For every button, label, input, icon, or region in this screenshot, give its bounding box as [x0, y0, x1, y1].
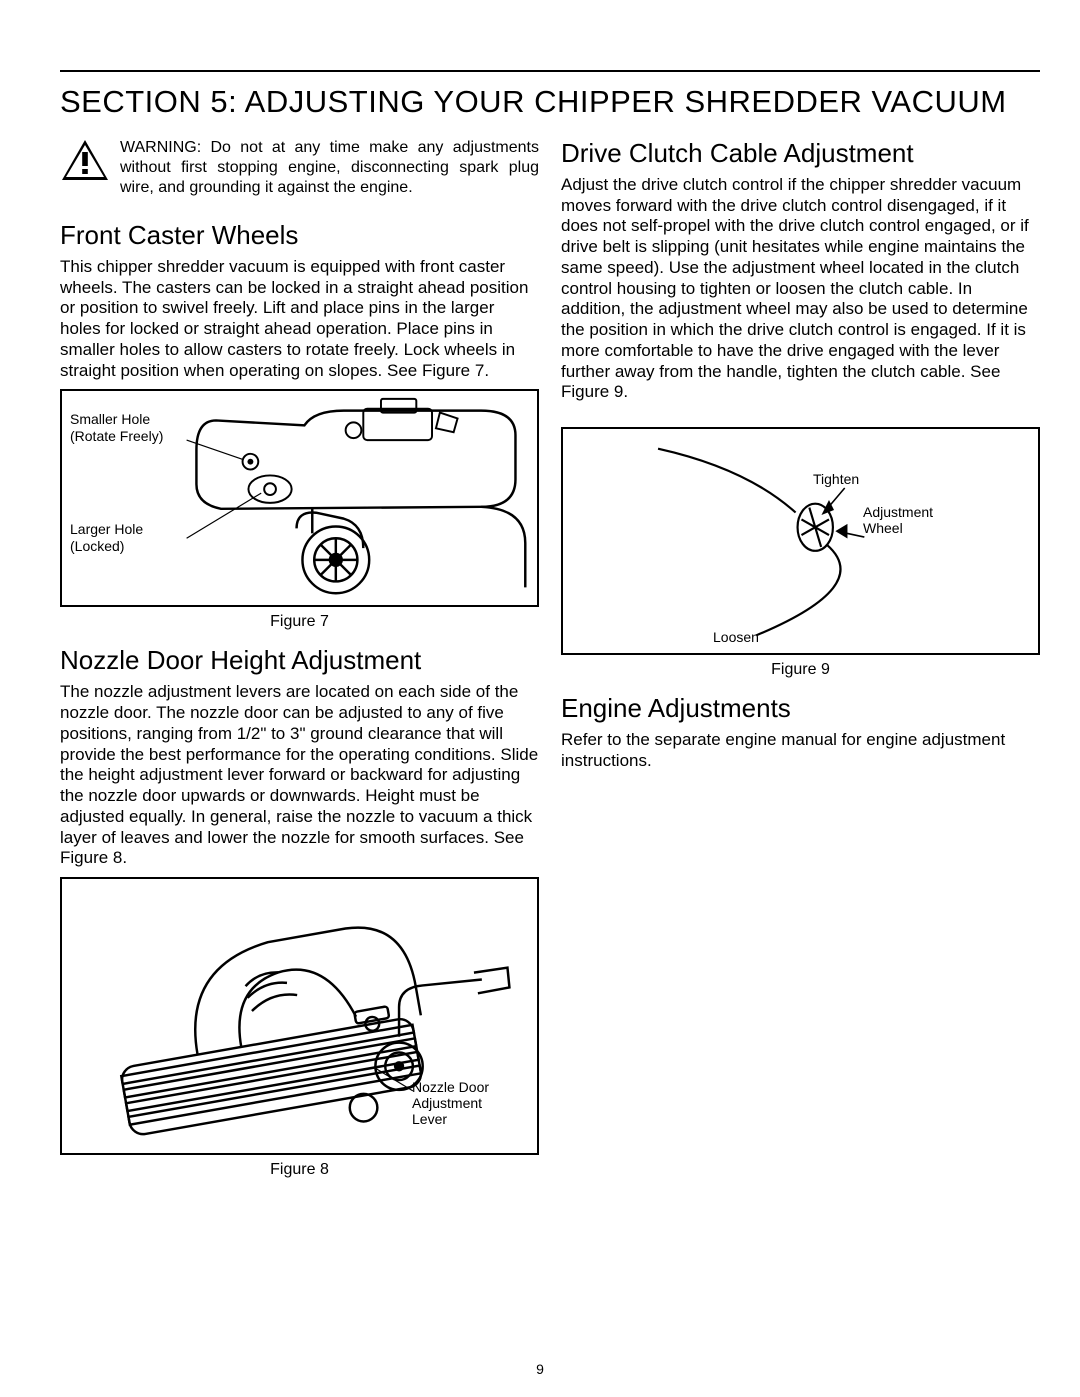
engine-heading: Engine Adjustments: [561, 693, 1040, 724]
section-heading: SECTION 5: ADJUSTING YOUR CHIPPER SHREDD…: [60, 84, 1040, 120]
left-column: WARNING: Do not at any time make any adj…: [60, 138, 539, 1189]
content-columns: WARNING: Do not at any time make any adj…: [60, 138, 1040, 1189]
figure-9-svg: [563, 429, 1038, 653]
figure-8: Nozzle Door Adjustment Lever: [60, 877, 539, 1155]
figure-9: Tighten Adjustment Wheel Loosen: [561, 427, 1040, 655]
fig9-loosen: Loosen: [713, 629, 759, 645]
figure-8-caption: Figure 8: [60, 1161, 539, 1179]
fig9-tighten: Tighten: [813, 471, 859, 487]
clutch-heading: Drive Clutch Cable Adjustment: [561, 138, 1040, 169]
engine-body: Refer to the separate engine manual for …: [561, 730, 1040, 771]
clutch-body: Adjust the drive clutch control if the c…: [561, 175, 1040, 403]
warning-text: WARNING: Do not at any time make any adj…: [120, 138, 539, 198]
nozzle-body: The nozzle adjustment levers are located…: [60, 682, 539, 869]
caster-body: This chipper shredder vacuum is equipped…: [60, 257, 539, 381]
caster-heading: Front Caster Wheels: [60, 220, 539, 251]
nozzle-heading: Nozzle Door Height Adjustment: [60, 645, 539, 676]
figure-7-caption: Figure 7: [60, 613, 539, 631]
fig7-label-small-hole: Smaller Hole (Rotate Freely): [70, 411, 163, 443]
warning-icon: [60, 138, 110, 182]
figure-9-caption: Figure 9: [561, 661, 1040, 679]
fig8-label: Nozzle Door Adjustment Lever: [412, 1079, 489, 1127]
top-rule: [60, 70, 1040, 72]
right-column: Drive Clutch Cable Adjustment Adjust the…: [561, 138, 1040, 1189]
figure-7: Smaller Hole (Rotate Freely) Larger Hole…: [60, 389, 539, 607]
warning-block: WARNING: Do not at any time make any adj…: [60, 138, 539, 198]
fig9-wheel: Adjustment Wheel: [863, 504, 933, 536]
page-number: 9: [0, 1361, 1080, 1377]
fig7-label-large-hole: Larger Hole (Locked): [70, 521, 143, 553]
